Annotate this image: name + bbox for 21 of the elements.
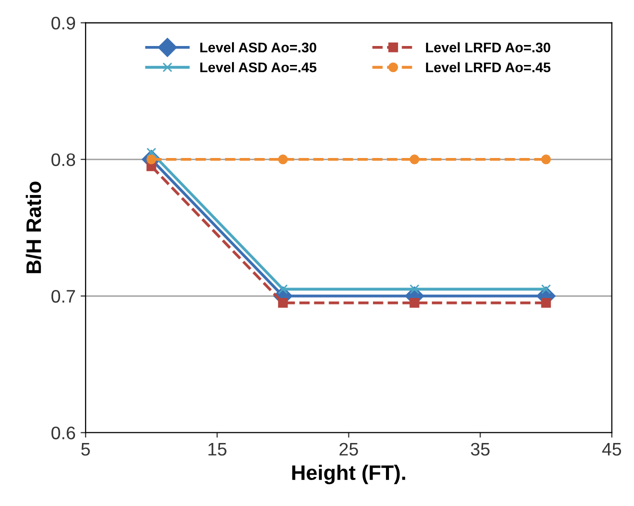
y-tick-label: 0.9 <box>51 16 76 30</box>
y-axis-title: B/H Ratio <box>26 182 42 274</box>
point <box>410 154 420 164</box>
legend-label: Level LRFD Ao=.30 <box>426 42 550 52</box>
x-tick-label: 35 <box>470 442 490 456</box>
x-tick-label: 15 <box>208 443 226 456</box>
x-tick-label: 25 <box>340 442 358 456</box>
y-tick-label: 0.7 <box>51 290 75 303</box>
point <box>278 154 288 164</box>
legend-label: Level LRFD Ao=.45 <box>426 62 550 72</box>
point <box>410 298 420 308</box>
point <box>541 154 551 164</box>
legend-label: Level ASD Ao=.45 <box>200 62 316 72</box>
point <box>541 298 551 308</box>
x-axis-title: Height (FT). <box>292 464 406 484</box>
point <box>278 298 288 308</box>
x-tick-label: 45 <box>602 443 622 456</box>
y-tick-label: 0.8 <box>51 153 76 166</box>
legend-label: Level ASD Ao=.30 <box>200 42 316 52</box>
y-tick-label: 0.6 <box>51 426 76 440</box>
x-tick-label: 5 <box>81 443 90 456</box>
